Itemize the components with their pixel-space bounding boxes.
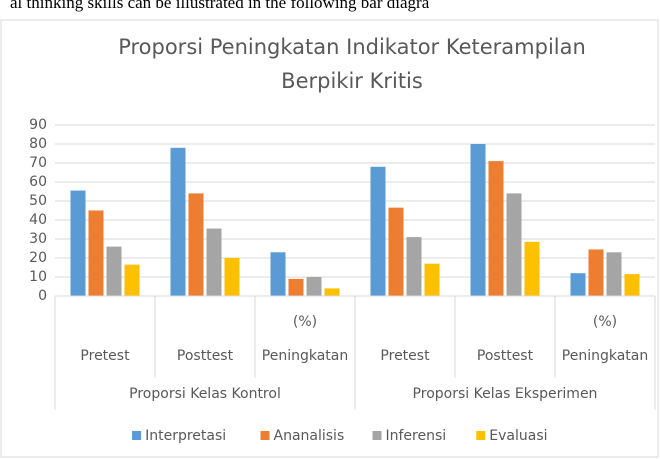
x-tick-label: Posttest <box>177 348 234 364</box>
y-tick-label: 60 <box>29 174 47 190</box>
bar <box>488 161 504 296</box>
legend-swatch <box>132 431 142 440</box>
bar <box>188 193 204 296</box>
chart-title: Berpikir Kritis <box>281 69 423 93</box>
group-label: Proporsi Kelas Kontrol <box>129 386 281 402</box>
page-text: al thinking skills can be illustrated in… <box>10 0 430 12</box>
legend-swatch <box>260 431 270 440</box>
bar <box>624 274 640 296</box>
y-tick-label: 30 <box>29 231 47 247</box>
legend-swatch <box>372 431 382 440</box>
bar <box>470 144 486 296</box>
bar <box>406 237 422 296</box>
y-tick-label: 10 <box>29 269 47 285</box>
y-tick-label: 90 <box>29 117 47 133</box>
group-label: Proporsi Kelas Eksperimen <box>413 386 598 402</box>
bar <box>70 190 86 296</box>
x-tick-label: Posttest <box>477 348 534 364</box>
x-tick-label: Peningkatan <box>262 348 348 364</box>
x-tick-label: Pretest <box>80 348 130 364</box>
bar <box>588 249 604 296</box>
chart-title: Proporsi Peningkatan Indikator Keterampi… <box>118 35 586 59</box>
bar <box>606 252 622 296</box>
x-tick-label: (%) <box>293 314 317 330</box>
x-tick-label: (%) <box>593 314 617 330</box>
legend-label: Interpretasi <box>145 428 226 444</box>
x-tick-label: Pretest <box>380 348 430 364</box>
y-tick-label: 50 <box>29 193 47 209</box>
legend-label: Evaluasi <box>489 428 547 444</box>
bar <box>424 263 440 296</box>
bar <box>106 246 122 296</box>
bar <box>370 166 386 296</box>
bar <box>524 241 540 296</box>
y-tick-label: 70 <box>29 155 47 171</box>
legend-label: Ananalisis <box>274 428 345 444</box>
y-tick-label: 40 <box>29 212 47 228</box>
bar <box>388 207 404 296</box>
bar <box>224 258 240 296</box>
bar <box>124 264 140 296</box>
y-tick-label: 20 <box>29 250 47 266</box>
bar <box>88 210 104 296</box>
bar <box>324 288 340 296</box>
bar <box>206 228 222 296</box>
bar <box>306 277 322 296</box>
bar <box>270 252 286 296</box>
bar <box>288 278 304 296</box>
y-tick-label: 80 <box>29 136 47 152</box>
chart-border <box>0 19 659 458</box>
bar <box>570 273 586 296</box>
legend-label: Inferensi <box>386 428 447 444</box>
bar <box>506 193 522 296</box>
legend-swatch <box>476 431 486 440</box>
y-tick-label: 0 <box>38 288 47 304</box>
x-tick-label: Peningkatan <box>562 348 648 364</box>
bar <box>170 147 186 296</box>
